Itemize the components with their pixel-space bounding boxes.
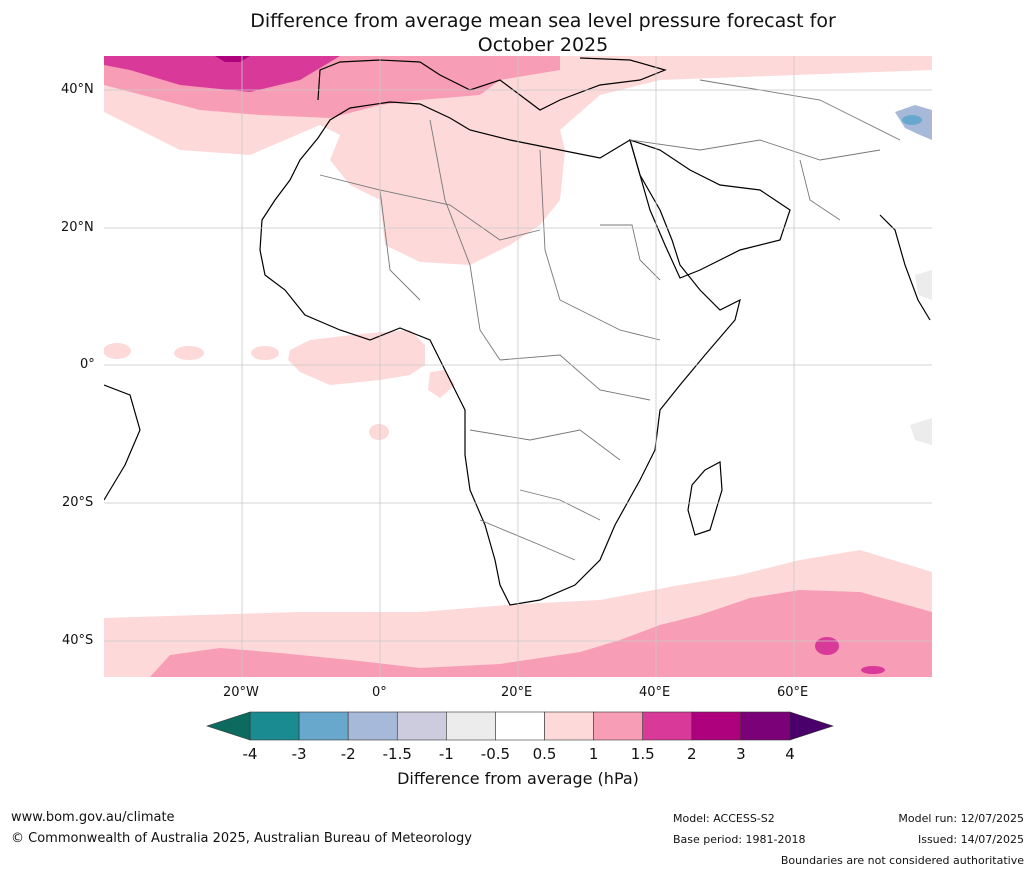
colorbar-title: Difference from average (hPa) (397, 769, 639, 788)
colorbar-tick-label: -4 (242, 745, 258, 763)
footer-issued: Issued: 14/07/2025 (917, 833, 1024, 846)
anomaly-band-south-mid (150, 590, 932, 677)
colorbar-over-arrow (789, 711, 834, 741)
lat-label-20s: 20°S (62, 495, 94, 510)
footer-base-period: Base period: 1981-2018 (673, 833, 806, 846)
colorbar-swatch (740, 711, 791, 741)
lon-label-60e: 60°E (777, 685, 809, 700)
footer-url[interactable]: www.bom.gov.au/climate (11, 810, 175, 825)
footer-disclaimer: Boundaries are not considered authoritat… (780, 854, 1024, 867)
anomaly-band-north-peak (215, 56, 250, 62)
anomaly-band-north-strong (104, 56, 340, 92)
madagascar (687, 461, 723, 536)
colorbar-swatch (593, 711, 644, 741)
title-line-1: Difference from average mean sea level p… (250, 10, 836, 32)
colorbar-swatch (642, 711, 693, 741)
lat-label-equator: 0° (80, 357, 95, 372)
anomaly-band-south-mid-2 (560, 625, 720, 677)
lon-label-20w: 20°W (223, 685, 259, 700)
anomaly-blob-southern-ocean-1 (815, 637, 839, 655)
footer-model-run: Model run: 12/07/2025 (898, 812, 1024, 825)
anomaly-blob-himalaya-core (902, 115, 922, 125)
lon-label-0: 0° (372, 685, 387, 700)
anomaly-blob-atlantic-4 (369, 424, 389, 440)
africa-coastline (259, 101, 741, 606)
colorbar-tick-label: -3 (291, 745, 307, 763)
footer-copyright: © Commonwealth of Australia 2025, Austra… (11, 831, 472, 846)
colorbar-swatch (691, 711, 742, 741)
anomaly-blob-india (915, 270, 932, 300)
arabia-coastline (629, 139, 791, 279)
title-line-2: October 2025 (477, 34, 609, 56)
south-america-coastline (104, 384, 141, 501)
country-borders (319, 79, 901, 561)
colorbar-swatch (347, 711, 398, 741)
lat-label-40n: 40°N (61, 82, 94, 97)
lon-label-20e: 20°E (501, 685, 533, 700)
colorbar-swatch (495, 711, 545, 741)
colorbar-swatch (249, 711, 300, 741)
anomaly-blob-gulf-guinea (288, 330, 425, 385)
anomaly-blob-atlantic-1 (104, 343, 131, 359)
colorbar-tick-label: 4 (785, 745, 795, 763)
colorbar-tick-label: 1.5 (630, 745, 655, 763)
colorbar-swatch (298, 711, 349, 741)
colorbar-tick-label: -0.5 (480, 745, 511, 763)
colorbar-tick-label: 3 (736, 745, 746, 763)
colorbar-swatch (396, 711, 447, 741)
colorbar (206, 711, 834, 741)
india-coastline (879, 214, 931, 321)
colorbar-tick-label: -2 (340, 745, 356, 763)
colorbar-tick-label: 1 (588, 745, 599, 763)
lon-label-40e: 40°E (639, 685, 671, 700)
colorbar-tick-label: 0.5 (532, 745, 557, 763)
colorbar-tick-label: -1 (438, 745, 454, 763)
colorbar-under-arrow (206, 711, 251, 741)
colorbar-swatch (446, 711, 496, 741)
colorbar-swatch (544, 711, 594, 741)
colorbar-tick-label: -1.5 (382, 745, 412, 763)
lat-label-40s: 40°S (62, 633, 94, 648)
anomaly-blob-southern-ocean-2 (861, 666, 885, 674)
footer-model: Model: ACCESS-S2 (673, 812, 775, 825)
europe-coastline (317, 57, 667, 111)
anomaly-blob-indian-ocean (910, 418, 932, 445)
lat-label-20n: 20°N (61, 220, 94, 235)
anomaly-blob-atlantic-2 (174, 346, 204, 360)
graticule (104, 56, 932, 677)
anomaly-blob-atlantic-3 (251, 346, 279, 360)
colorbar-tick-label: 2 (687, 745, 697, 763)
